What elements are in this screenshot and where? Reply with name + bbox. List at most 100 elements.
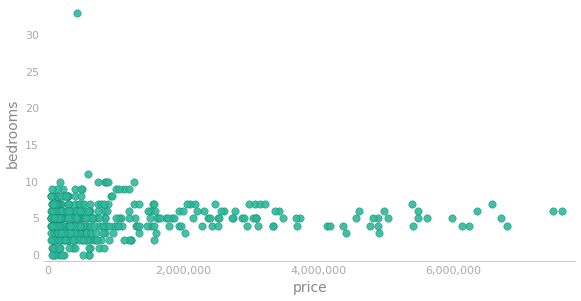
Point bbox=[64, 245, 73, 250]
Point bbox=[54, 223, 63, 228]
Point bbox=[63, 231, 72, 236]
Point bbox=[63, 231, 73, 236]
Point bbox=[51, 209, 60, 213]
Point bbox=[211, 201, 220, 206]
Point bbox=[92, 238, 101, 243]
Point bbox=[75, 216, 84, 221]
Point bbox=[46, 223, 56, 228]
Point bbox=[60, 194, 69, 199]
Point bbox=[164, 223, 174, 228]
Point bbox=[48, 223, 57, 228]
Point bbox=[206, 216, 215, 221]
Point bbox=[59, 209, 69, 213]
Point bbox=[57, 194, 66, 199]
Point bbox=[50, 231, 59, 236]
Point bbox=[203, 216, 213, 221]
Point bbox=[74, 209, 83, 213]
Point bbox=[109, 223, 119, 228]
Point bbox=[96, 238, 105, 243]
Point bbox=[101, 179, 110, 184]
Point bbox=[62, 216, 71, 221]
Point bbox=[80, 201, 89, 206]
Point bbox=[49, 216, 58, 221]
Point bbox=[49, 223, 58, 228]
Point bbox=[70, 194, 80, 199]
Point bbox=[59, 231, 68, 236]
Point bbox=[80, 216, 89, 221]
Point bbox=[55, 201, 64, 206]
Point bbox=[60, 194, 70, 199]
Point bbox=[407, 201, 417, 206]
Point bbox=[217, 209, 226, 213]
Point bbox=[76, 209, 85, 213]
Point bbox=[77, 231, 87, 236]
Point bbox=[56, 238, 65, 243]
Point bbox=[53, 216, 62, 221]
Point bbox=[66, 231, 75, 236]
Point bbox=[88, 216, 98, 221]
Point bbox=[53, 216, 62, 221]
Point bbox=[53, 209, 63, 213]
Point bbox=[78, 238, 87, 243]
Point bbox=[103, 209, 112, 213]
Point bbox=[52, 194, 62, 199]
Point bbox=[69, 238, 78, 243]
Point bbox=[69, 245, 78, 250]
Point bbox=[63, 194, 72, 199]
Point bbox=[214, 216, 224, 221]
Point bbox=[60, 238, 69, 243]
Point bbox=[164, 216, 173, 221]
Point bbox=[55, 231, 64, 236]
Point bbox=[113, 223, 122, 228]
Point bbox=[105, 223, 114, 228]
Point bbox=[56, 216, 65, 221]
Point bbox=[52, 201, 62, 206]
Point bbox=[85, 253, 94, 258]
Point bbox=[50, 216, 59, 221]
Point bbox=[95, 223, 104, 228]
Point bbox=[46, 216, 56, 221]
Point bbox=[56, 238, 65, 243]
Point bbox=[125, 238, 134, 243]
Point bbox=[55, 216, 64, 221]
Point bbox=[75, 223, 84, 228]
Point bbox=[150, 209, 160, 213]
Point bbox=[81, 231, 91, 236]
Point bbox=[49, 238, 59, 243]
Point bbox=[129, 179, 138, 184]
Point bbox=[55, 253, 64, 258]
Point bbox=[191, 201, 200, 206]
X-axis label: price: price bbox=[292, 281, 327, 296]
Point bbox=[64, 223, 73, 228]
Point bbox=[66, 231, 76, 236]
Point bbox=[59, 231, 69, 236]
Point bbox=[47, 187, 56, 191]
Point bbox=[65, 209, 74, 213]
Point bbox=[153, 216, 163, 221]
Point bbox=[48, 223, 58, 228]
Point bbox=[114, 187, 123, 191]
Point bbox=[64, 209, 74, 213]
Point bbox=[49, 238, 58, 243]
Point bbox=[49, 209, 58, 213]
Point bbox=[63, 194, 73, 199]
Point bbox=[76, 216, 85, 221]
Point bbox=[49, 253, 58, 258]
Point bbox=[100, 179, 109, 184]
Point bbox=[50, 231, 59, 236]
Point bbox=[104, 238, 113, 243]
Point bbox=[64, 238, 73, 243]
Point bbox=[71, 245, 80, 250]
Point bbox=[69, 238, 78, 243]
Point bbox=[65, 216, 74, 221]
Point bbox=[69, 231, 78, 236]
Point bbox=[68, 223, 77, 228]
Point bbox=[94, 179, 103, 184]
Point bbox=[48, 216, 58, 221]
Point bbox=[56, 216, 66, 221]
Point bbox=[85, 245, 95, 250]
Point bbox=[59, 238, 69, 243]
Point bbox=[48, 194, 57, 199]
Point bbox=[56, 209, 65, 213]
Point bbox=[81, 223, 91, 228]
